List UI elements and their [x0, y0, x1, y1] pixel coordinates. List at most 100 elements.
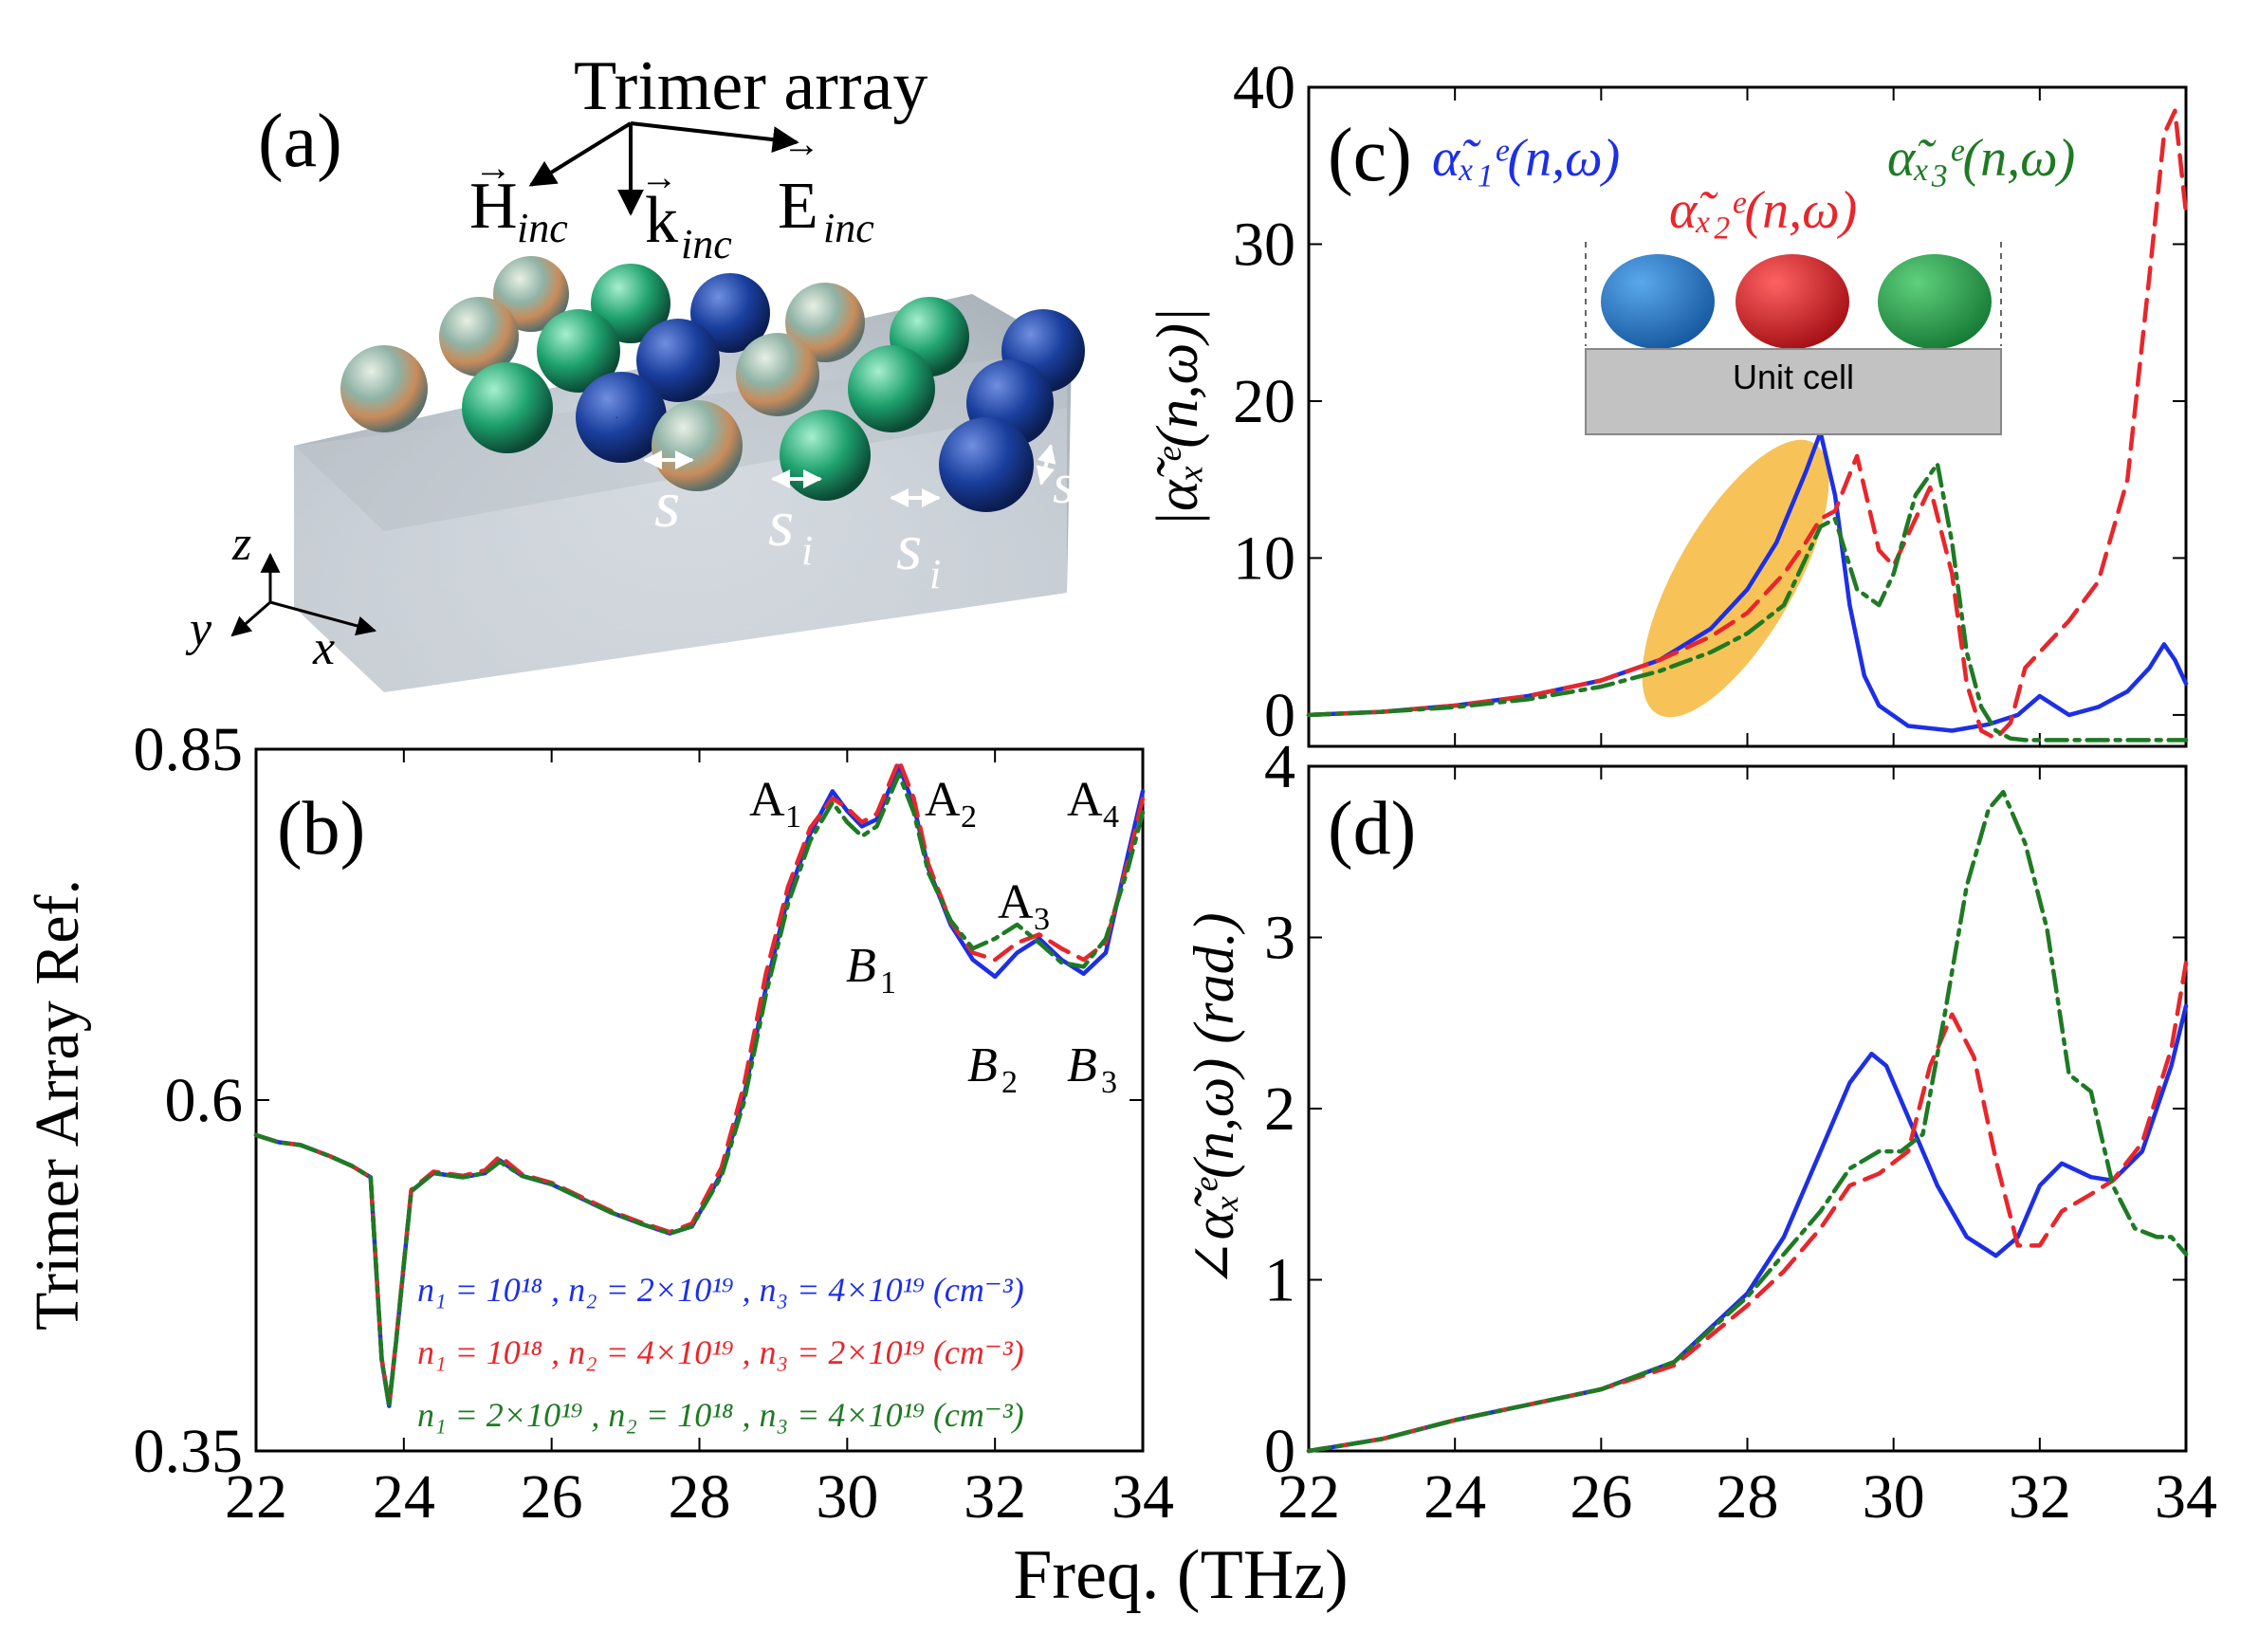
blue-ellipsoid-icon	[1601, 254, 1715, 349]
y-tick-label-b: 0.35	[134, 1417, 244, 1486]
peak-a3-sub: 3	[1034, 902, 1050, 937]
panel-c-label: (c)	[1328, 114, 1412, 197]
panel-d-label: (d)	[1328, 787, 1416, 871]
e-arrow-icon: →	[782, 122, 820, 165]
x-tick-label-b: 22	[225, 1462, 287, 1532]
dip-b2-label: B	[967, 1038, 998, 1092]
panel-b: (b) Trimer Array Ref. 22 24 26 28 30 32 340.35…	[23, 715, 1174, 1532]
gap-si-label: s	[768, 487, 794, 560]
opal-sphere-icon	[785, 283, 865, 362]
x-tick-label-d: 32	[2009, 1462, 2071, 1532]
dip-b1-sub: 1	[880, 965, 896, 1000]
e-vector-sub: inc	[823, 205, 874, 251]
series-line-c-blue	[1306, 430, 2189, 733]
x-tick-label-d: 24	[1423, 1462, 1486, 1532]
series-layer-c	[1306, 108, 2189, 743]
gap-s-label: s	[654, 468, 680, 541]
red-ellipsoid-icon	[1736, 254, 1849, 349]
y-tick-label-d: 3	[1264, 904, 1295, 973]
x-axis-label: Freq. (THz)	[1013, 1536, 1348, 1614]
spacing-arrows	[643, 444, 1056, 507]
y-tick-label-d: 4	[1264, 732, 1295, 801]
peak-a1-label: A	[749, 773, 785, 827]
spacing-labels: s s i s i s	[654, 452, 1074, 597]
panel-b-label: (b)	[277, 787, 365, 871]
series-line-d-blue	[1306, 1003, 2189, 1454]
x-tick-label-b: 26	[521, 1462, 583, 1532]
dip-b3-sub: 3	[1101, 1065, 1117, 1100]
y-axis-label-d: ∠α̃ₓᵉ(n,ω) (rad.)	[1183, 912, 1245, 1287]
peak-a3-label: A	[998, 875, 1034, 929]
malachite-sphere-icon	[591, 264, 670, 343]
legend-c: α̃ₓ₁ᵉ(n,ω) α̃ₓ₂ᵉ(n,ω) α̃ₓ₃ᵉ(n,ω)	[1432, 129, 2075, 240]
peak-a1-sub: 1	[785, 799, 801, 835]
panel-a: (a) Trimer array → H inc → k inc → E inc	[185, 47, 1085, 692]
series-line-c-green	[1306, 461, 2189, 743]
x-tick-label-b: 30	[816, 1462, 878, 1532]
panel-c: 0 10 20 30 40 (c) |α̃ₓᵉ(n,ω)| α̃ₓ₁ᵉ(n,ω) α̃ₓ…	[1146, 53, 2189, 750]
lapis-sphere-icon	[636, 319, 720, 402]
h-arrow-icon: →	[474, 146, 512, 189]
legend-c-x3: α̃ₓ₃ᵉ(n,ω)	[1887, 129, 2075, 188]
malachite-sphere-icon	[848, 345, 935, 432]
series-line-d-red	[1306, 961, 2189, 1454]
tick-layer-c: 0 10 20 30 40	[1233, 53, 2187, 750]
legend-b-green: n₁ = 2×10¹⁹ , n₂ = 10¹⁸ , n₃ = 4×10¹⁹ (c…	[417, 1396, 1024, 1434]
peak-a4-label: A	[1067, 773, 1103, 827]
series-line-b-green	[253, 772, 1146, 1408]
k-vector-label: k	[645, 184, 678, 257]
malachite-sphere-icon	[462, 362, 553, 453]
opal-sphere-icon	[736, 333, 819, 416]
y-tick-label-c: 40	[1233, 53, 1295, 122]
x-tick-label-d: 34	[2155, 1462, 2217, 1532]
panel-a-label: (a)	[258, 100, 342, 183]
legend-c-x1: α̃ₓ₁ᵉ(n,ω)	[1432, 129, 1620, 188]
x-tick-label-b: 24	[373, 1462, 435, 1532]
series-line-c-red	[1306, 108, 2189, 741]
h-vector-label: H	[469, 170, 518, 243]
x-tick-label-d: 30	[1863, 1462, 1925, 1532]
axis-x-label: x	[312, 621, 335, 675]
k-arrow-icon: →	[640, 156, 678, 198]
gap-s-right-label: s	[1053, 452, 1074, 515]
gap-si-label-2: s	[896, 511, 922, 584]
legend-c-x2: α̃ₓ₂ᵉ(n,ω)	[1669, 181, 1857, 240]
peak-a4-sub: 4	[1103, 799, 1119, 835]
series-layer-d	[1306, 789, 2189, 1454]
opal-sphere-icon	[340, 345, 428, 432]
dip-b2-sub: 2	[1001, 1065, 1018, 1100]
peak-labels: A 1 A 2 A 3 A 4	[749, 773, 1119, 937]
y-tick-label-c: 10	[1233, 523, 1295, 593]
series-line-d-green	[1306, 789, 2189, 1454]
gap-si-sub-2: i	[929, 551, 941, 597]
y-tick-label-c: 20	[1233, 367, 1295, 436]
dip-labels: B 1 B 2 B 3	[846, 939, 1117, 1100]
e-vector-arrow	[630, 121, 799, 154]
gap-si-sub: i	[801, 527, 813, 574]
e-vector-label: E	[778, 170, 818, 243]
series-line-b-red	[253, 758, 1146, 1407]
h-vector-sub: inc	[517, 205, 568, 251]
k-vector-sub: inc	[681, 221, 732, 267]
x-tick-label-d: 28	[1717, 1462, 1779, 1532]
y-axis-label-b: Trimer Array Ref.	[23, 879, 92, 1331]
y-tick-label-d: 0	[1264, 1417, 1295, 1486]
x-tick-label-d: 26	[1570, 1462, 1632, 1532]
dip-b1-label: B	[846, 939, 876, 993]
coordinate-axes	[230, 552, 377, 637]
y-tick-label-d: 2	[1264, 1074, 1295, 1144]
incident-vectors	[528, 121, 799, 216]
plot-frame-d	[1307, 764, 2188, 1453]
h-vector-arrow	[528, 121, 633, 187]
y-tick-label-b: 0.85	[134, 715, 244, 784]
opal-sphere-icon	[493, 256, 569, 332]
x-tick-label-b: 34	[1111, 1462, 1174, 1532]
peak-a2-sub: 2	[961, 799, 977, 835]
lapis-sphere-icon	[615, 416, 617, 418]
legend-b-blue: n₁ = 10¹⁸ , n₂ = 2×10¹⁹ , n₃ = 4×10¹⁹ (c…	[417, 1271, 1024, 1309]
lapis-sphere-icon	[939, 417, 1034, 512]
coordinate-labels: z y x	[185, 517, 335, 675]
